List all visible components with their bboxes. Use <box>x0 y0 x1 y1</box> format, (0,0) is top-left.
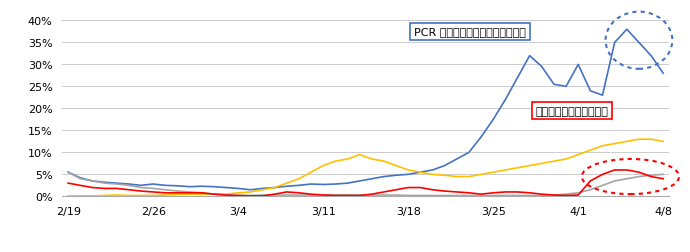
Text: 軽症者への検査にも重点: 軽症者への検査にも重点 <box>535 106 609 116</box>
Text: PCR 検査をした方の陽性率が高い: PCR 検査をした方の陽性率が高い <box>414 27 526 37</box>
